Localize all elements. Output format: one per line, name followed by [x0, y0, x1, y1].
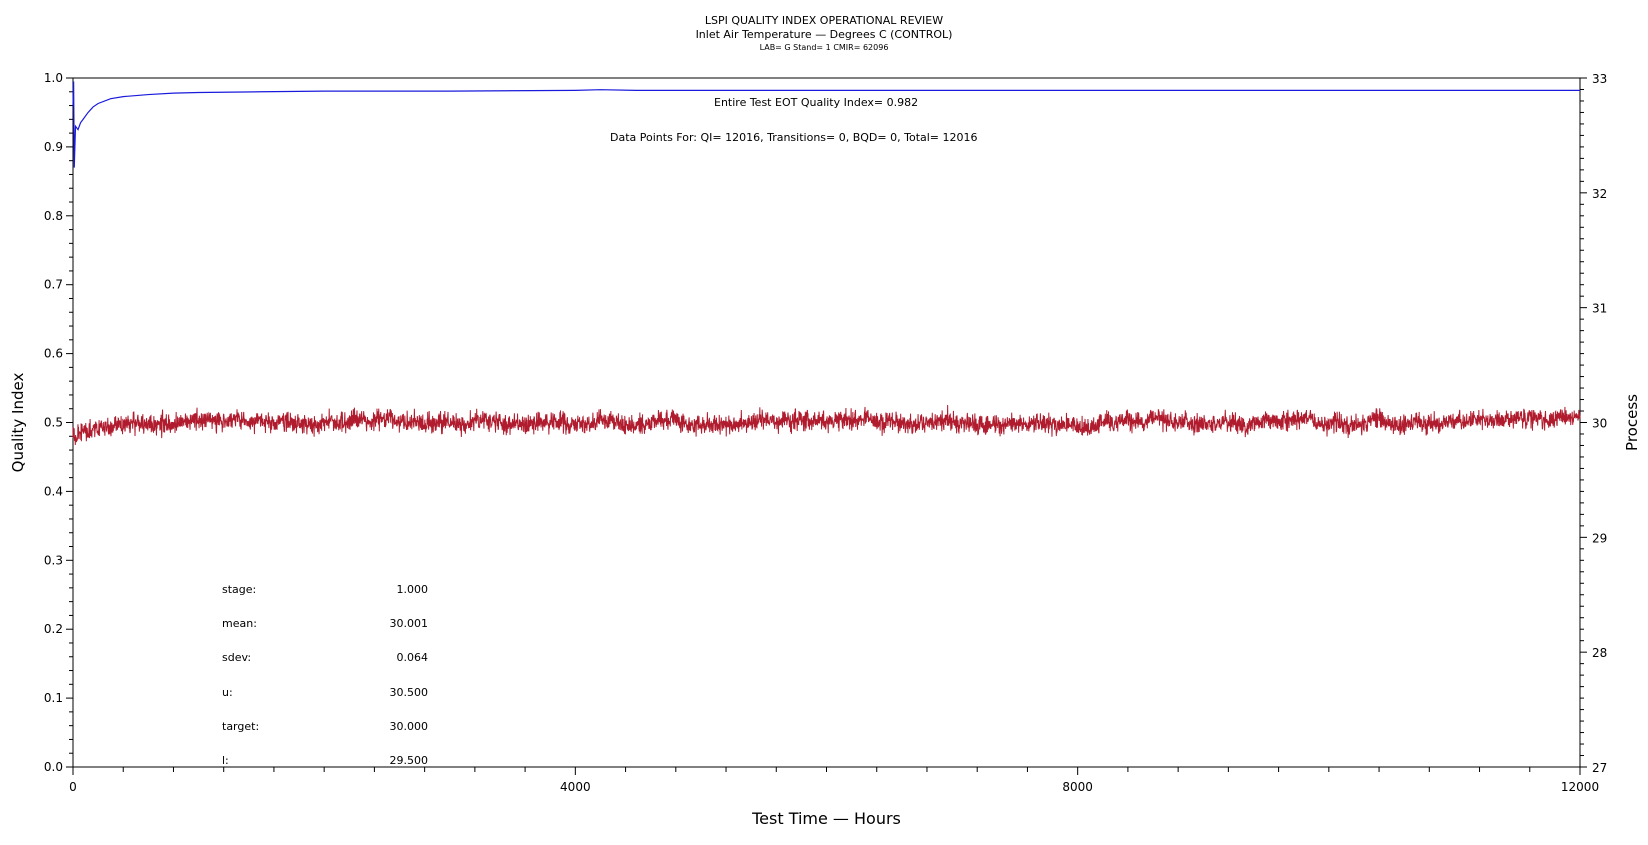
y-tick-label: 0.2 — [44, 622, 63, 636]
y2-tick-label: 33 — [1592, 72, 1607, 86]
chart-title: LSPI QUALITY INDEX OPERATIONAL REVIEW — [704, 14, 944, 27]
plot-series — [72, 81, 1581, 445]
y2-tick-label: 30 — [1592, 417, 1607, 431]
axis-labels: Test Time — Hours Quality Index Process — [9, 373, 1641, 828]
quality-index-annotation: Entire Test EOT Quality Index= 0.982 — [714, 96, 919, 109]
stat-value-target: 30.000 — [389, 720, 429, 733]
x-tick-label: 4000 — [560, 780, 591, 794]
stat-value-u: 30.500 — [389, 686, 429, 699]
stat-label-sdev: sdev: — [222, 651, 252, 664]
y-axis-label: Quality Index — [9, 373, 27, 473]
x-axis-label: Test Time — Hours — [751, 809, 901, 828]
y2-tick-label: 27 — [1592, 761, 1607, 775]
stat-value-sdev: 0.064 — [396, 651, 429, 664]
y-tick-label: 0.1 — [44, 691, 63, 705]
y-tick-label: 0.6 — [44, 347, 63, 361]
y2-tick-label: 28 — [1592, 646, 1607, 660]
stat-label-u: u: — [222, 686, 233, 699]
data-points-annotation: Data Points For: QI= 12016, Transitions=… — [610, 131, 978, 144]
y2-tick-label: 32 — [1592, 187, 1607, 201]
quality-index-series-line — [72, 81, 1580, 168]
y-tick-label: 1.0 — [44, 71, 63, 85]
y-tick-label: 0.8 — [44, 209, 63, 223]
stat-value-stage: 1.000 — [396, 583, 429, 596]
chart-subtitle: Inlet Air Temperature — Degrees C (CONTR… — [695, 28, 953, 41]
stat-label-mean: mean: — [222, 617, 257, 630]
y-tick-label: 0.9 — [44, 140, 63, 154]
y2-axis-label: Process — [1623, 394, 1641, 451]
x-tick-label: 0 — [69, 780, 77, 794]
y-tick-label: 0.5 — [44, 416, 63, 430]
y2-tick-label: 29 — [1592, 531, 1607, 545]
y-tick-label: 0.4 — [44, 484, 63, 498]
chart-info-line: LAB= G Stand= 1 CMIR= 62096 — [759, 43, 889, 52]
stat-value-l: 29.500 — [389, 754, 429, 767]
y2-tick-label: 31 — [1592, 302, 1607, 316]
stat-value-mean: 30.001 — [389, 617, 429, 630]
y-tick-label: 0.3 — [44, 553, 63, 567]
stat-label-l: l: — [222, 754, 229, 767]
x-tick-label: 8000 — [1062, 780, 1093, 794]
process-series-line — [72, 405, 1581, 445]
x-tick-label: 12000 — [1561, 780, 1599, 794]
y-tick-label: 0.7 — [44, 278, 63, 292]
y-tick-label: 0.0 — [44, 760, 63, 774]
axis-ticks: 0.0 0.1 0.2 0.3 0.4 0.5 0.6 0.7 0.8 0.9 1.0 27 28 29 3… — [44, 71, 1607, 794]
stat-label-target: target: — [222, 720, 260, 733]
stat-label-stage: stage: — [222, 583, 257, 596]
